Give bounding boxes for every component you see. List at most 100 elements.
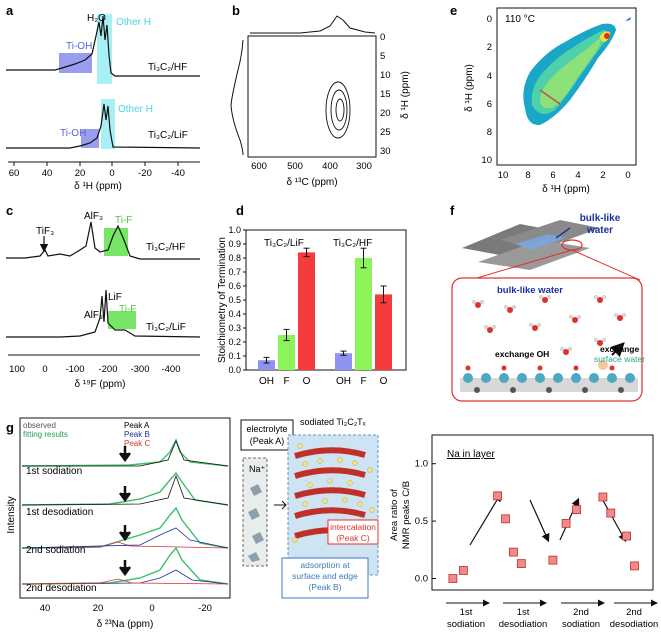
- otherh-label-top: Other H: [116, 17, 151, 28]
- arrow-g-1: [118, 446, 132, 463]
- tick-d-y-2: 0.2: [228, 337, 241, 347]
- tick-g-3: -20: [198, 603, 212, 614]
- projection-b-top: [250, 15, 376, 34]
- tick-g2-y-0: 0.0: [415, 574, 428, 585]
- category-g-3-line1: 2nd: [626, 607, 642, 618]
- tick-g-2: 0: [149, 603, 154, 614]
- bar-d-1-2: [375, 294, 392, 370]
- solvent-molecules: [248, 484, 264, 562]
- peak-a-label: (Peak A): [250, 436, 285, 446]
- pointer-line-f: [555, 227, 571, 239]
- tick-e-x-3: 4: [575, 170, 580, 181]
- contour-b-1: [325, 81, 351, 139]
- category-g-1-line2: desodiation: [499, 619, 548, 630]
- plot-frame-g: [19, 417, 231, 599]
- arrow-g-2: [118, 486, 132, 503]
- contour-b-3: [335, 98, 345, 122]
- tick-b-y-4: 20: [380, 108, 391, 119]
- tick-d-y-1: 0.1: [228, 351, 241, 361]
- plot-frame-b: [247, 35, 377, 158]
- scatter-point-10: [606, 508, 616, 518]
- arrow-g-3: [118, 525, 132, 542]
- bar-chart-d-marks: 0.0 0.1 0.2 0.3 0.4 0.5 0.6 0.7 0.8 0.9 1.0 OH F O OH F…: [228, 225, 392, 387]
- bulk-label-top-2: water: [586, 225, 613, 236]
- ylabel-d: Stoichiometry of Termination: [217, 237, 228, 363]
- group-label-d-2: Ti₃C₂/HF: [333, 238, 372, 249]
- group-label-d-1: Ti₃C₂/LiF: [264, 238, 304, 249]
- tick-e-x-1: 8: [525, 170, 530, 181]
- tioh-highlight-bottom: [81, 129, 99, 148]
- alf3-label-top: AlF₃: [84, 211, 103, 222]
- intercalation-box: [327, 519, 379, 545]
- temperature-label: 110 °C: [505, 14, 535, 25]
- scatter-point-6: [548, 555, 558, 565]
- arrow-g-4: [118, 560, 132, 577]
- category-d-0: OH: [259, 376, 274, 387]
- tick-e-y-4: 8: [487, 127, 492, 138]
- sample-label-a-top: Ti₃C₂/HF: [148, 62, 187, 73]
- tick-d-y-4: 0.4: [228, 309, 241, 319]
- tick-e-x-4: 2: [600, 170, 605, 181]
- panel-e: e 110 °C 10 8 6 4 2 0 δ ¹H (ppm) 0 2 4 6…: [450, 3, 637, 195]
- panel-e-letter: e: [450, 3, 457, 18]
- panel-g: g observed fitting results Peak A Peak B…: [6, 417, 231, 630]
- scatter-point-0: [448, 574, 458, 583]
- panel-c-letter: c: [6, 203, 13, 218]
- tick-d-y-9: 0.9: [228, 239, 241, 249]
- scatter-point-12: [630, 561, 639, 571]
- tioh-label-bottom: Ti-OH: [60, 128, 86, 139]
- scatter-point-11: [622, 531, 631, 541]
- category-g-0-line2: sodiation: [447, 619, 485, 630]
- crosspeak-e: [539, 89, 561, 105]
- exchange-arrow-f: [609, 342, 625, 358]
- adsorption-label-2: surface and edge: [292, 571, 358, 581]
- ylabel-e: δ ¹H (ppm): [464, 64, 475, 112]
- legend-peak-b: Peak B: [124, 430, 150, 439]
- tick-b-y-1: 5: [380, 51, 385, 62]
- scatter-point-5: [516, 559, 526, 568]
- tick-e-y-3: 6: [487, 99, 492, 110]
- tick-c-1: 0: [42, 364, 47, 375]
- na-ions-g: [292, 443, 375, 543]
- tioh-highlight-top: [59, 53, 92, 73]
- trace-label-1: 1st sodiation: [26, 466, 82, 477]
- contour-e-small: [625, 17, 631, 21]
- h2o-label: H₂O: [87, 13, 106, 24]
- tick-b-x-0: 600: [251, 161, 267, 172]
- alf3-label-bottom: AlF₃: [84, 310, 103, 321]
- legend-peak-a: Peak A: [124, 421, 150, 430]
- spectrum-a-bottom: [6, 103, 201, 149]
- projection-b-left: [230, 39, 244, 156]
- sample-label-a-bottom: Ti₃C₂/LiF: [148, 130, 188, 141]
- tick-e-x-2: 6: [550, 170, 555, 181]
- category-g-0-line1: 1st: [460, 607, 473, 618]
- ylabel-g: Intensity: [6, 496, 17, 533]
- tick-a-2: 20: [75, 168, 86, 179]
- tick-d-y-6: 0.6: [228, 281, 241, 291]
- sheet-f-3: [478, 240, 590, 270]
- trace-label-4: 2nd desodiation: [26, 583, 97, 594]
- trace-label-2: 1st desodiation: [26, 507, 93, 518]
- bar-d-1-0: [335, 353, 352, 370]
- axis-a-ticks: [13, 162, 179, 166]
- bar-d-0-2: [298, 252, 315, 370]
- tick-b-y-3: 15: [380, 89, 391, 100]
- tick-g-0: 40: [40, 603, 51, 614]
- tick-e-y-2: 4: [487, 71, 492, 82]
- category-g-1-line1: 1st: [517, 607, 530, 618]
- tick-e-x-5: 0: [625, 170, 630, 181]
- xlabel-a: δ ¹H (ppm): [74, 181, 122, 192]
- scatter-point-9: [598, 492, 608, 502]
- sample-label-c-bottom: Ti₃C₂/LiF: [146, 322, 186, 333]
- sample-label-c-top: Ti₃C₂/HF: [146, 242, 185, 253]
- tif3-label: TiF₃: [36, 226, 54, 237]
- tick-d-y-5: 0.5: [228, 295, 241, 305]
- otherh-label-bottom: Other H: [118, 104, 153, 115]
- tick-b-x-1: 500: [287, 161, 303, 172]
- tick-e-x-0: 10: [498, 170, 509, 181]
- exchange-label: exchange: [600, 344, 639, 354]
- panel-g-letter: g: [6, 420, 14, 435]
- tick-d-y-10: 1.0: [228, 225, 241, 235]
- ylabel-b: δ ¹H (ppm): [400, 71, 411, 119]
- tick-g-1: 20: [93, 603, 104, 614]
